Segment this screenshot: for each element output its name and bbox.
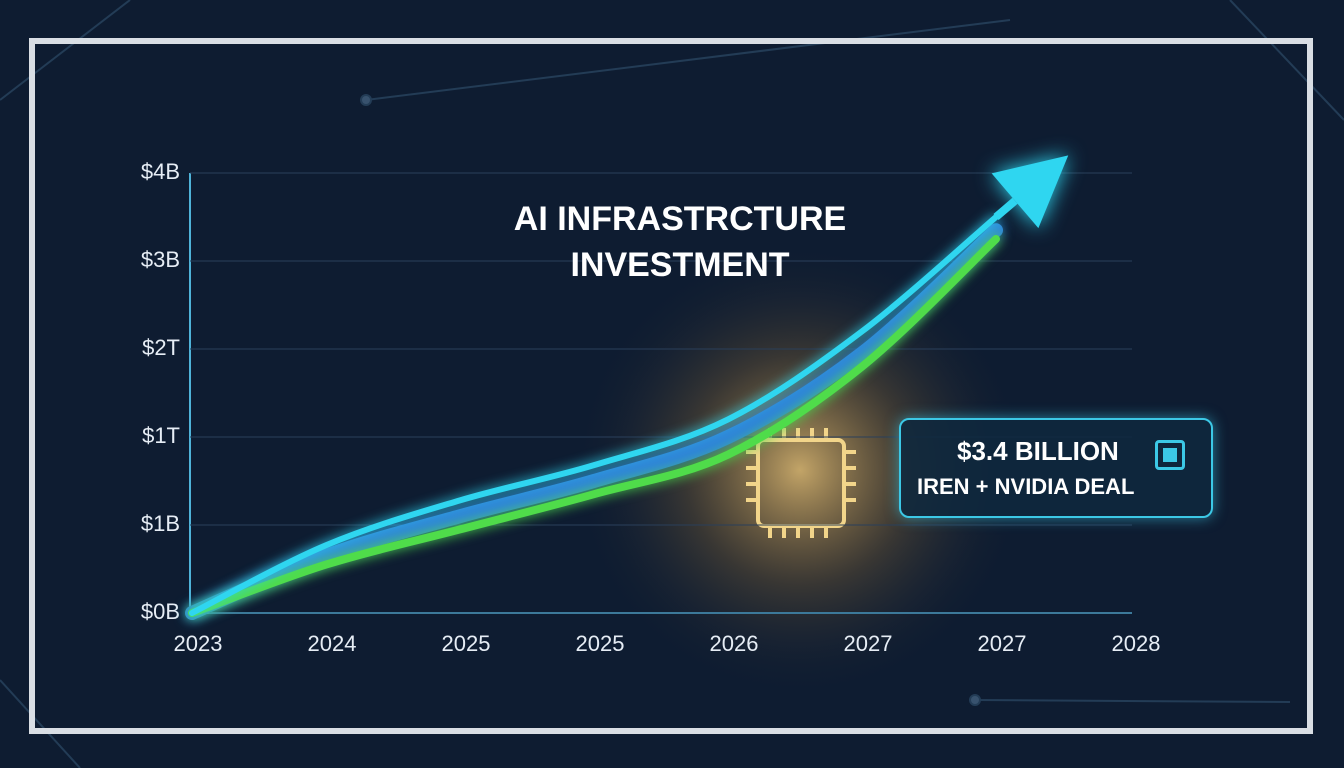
x-tick-label: 2025: [442, 631, 491, 656]
x-tick-label: 2023: [174, 631, 223, 656]
frame: [29, 38, 1313, 734]
y-tick-label: $0B: [141, 599, 180, 624]
annotation-value: $3.4 BILLION: [957, 436, 1119, 466]
x-tick-label: 2025: [576, 631, 625, 656]
x-tick-label: 2024: [308, 631, 357, 656]
line-series: [185, 223, 1003, 620]
x-tick-label: 2027: [978, 631, 1027, 656]
x-tick-label: 2027: [844, 631, 893, 656]
arrow-head: [991, 155, 1069, 229]
y-tick-label: $2T: [142, 335, 180, 360]
x-tick-label: 2026: [710, 631, 759, 656]
annotation-text: IREN + NVIDIA DEAL: [917, 474, 1135, 499]
x-tick-label: 2028: [1112, 631, 1161, 656]
annotation-box: $3.4 BILLION IREN + NVIDIA DEAL: [899, 418, 1213, 518]
y-tick-label: $1B: [141, 511, 180, 536]
line-series: [188, 235, 1000, 617]
chip-icon: [1155, 440, 1185, 470]
arrow-shaft: [993, 197, 1018, 221]
y-tick-label: $4B: [141, 159, 180, 184]
y-tick-label: $3B: [141, 247, 180, 272]
chart-title: AI INFRASTRCTURE INVESTMENT: [513, 200, 847, 284]
line-series: [189, 214, 999, 616]
glow: [570, 240, 1030, 700]
y-tick-label: $1T: [142, 423, 180, 448]
